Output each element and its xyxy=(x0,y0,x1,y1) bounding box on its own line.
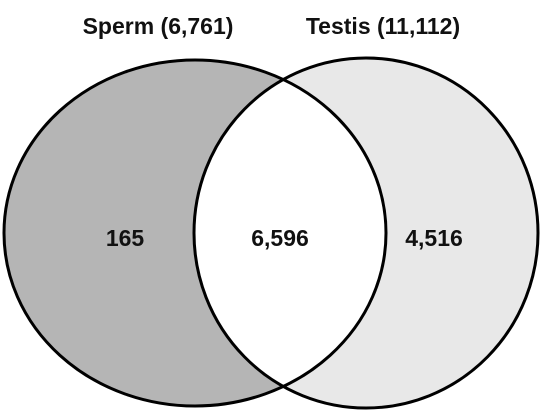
region-count: 4,516 xyxy=(405,225,463,251)
intersection-region xyxy=(194,60,386,406)
region-count: 165 xyxy=(106,225,145,251)
region-count: 6,596 xyxy=(251,225,309,251)
set-label: Testis (11,112) xyxy=(306,13,460,39)
set-outline-left xyxy=(2,58,388,408)
set-outline-right xyxy=(192,56,540,410)
set-label: Sperm (6,761) xyxy=(83,13,234,39)
